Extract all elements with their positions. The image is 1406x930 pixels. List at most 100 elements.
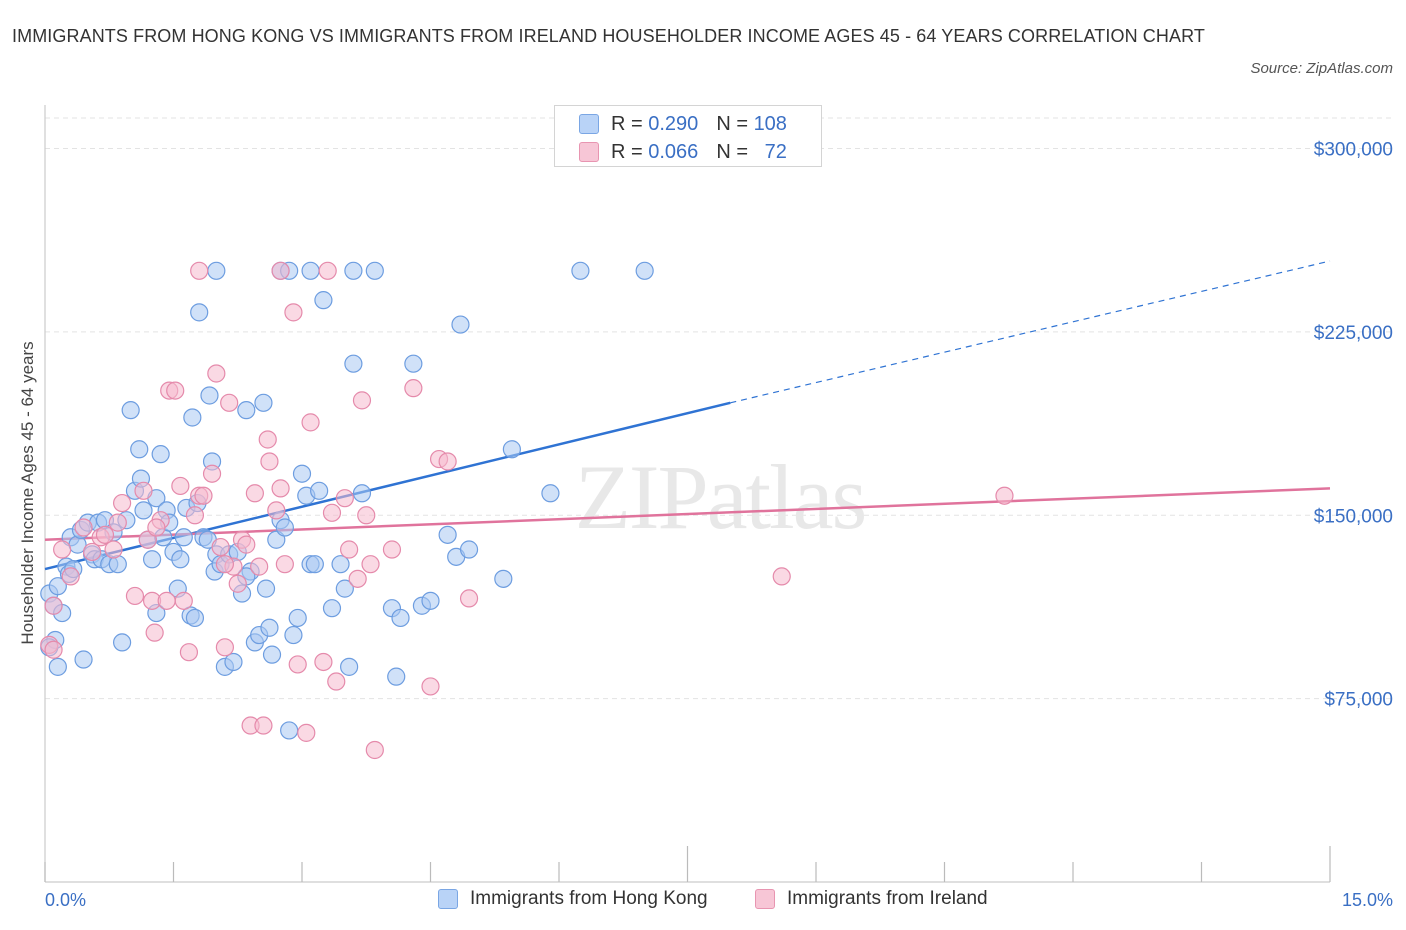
data-point-ireland [125, 586, 145, 606]
data-point-hong-kong [438, 525, 457, 544]
data-point-hong-kong [541, 484, 560, 503]
data-point-hong-kong [571, 261, 590, 280]
data-point-ireland [357, 506, 376, 525]
data-point-hong-kong [262, 645, 282, 664]
data-point-hong-kong [502, 440, 521, 459]
series-label-hong-kong: Immigrants from Hong Kong [470, 888, 708, 909]
chart-title: IMMIGRANTS FROM HONG KONG VS IMMIGRANTS … [12, 26, 1205, 46]
y-tick-label: $225,000 [1314, 323, 1393, 344]
data-point-ireland [61, 567, 80, 586]
data-point-hong-kong [331, 555, 350, 574]
legend-r-label: R = [611, 112, 643, 135]
legend-r-label: R = [611, 140, 643, 163]
data-point-hong-kong [404, 354, 423, 373]
data-point-hong-kong [310, 481, 329, 500]
series-label-ireland: Immigrants from Ireland [787, 888, 988, 909]
data-point-ireland [108, 513, 127, 532]
data-point-ireland [211, 537, 230, 557]
data-point-hong-kong [190, 303, 209, 322]
data-point-hong-kong [284, 625, 303, 645]
axes [44, 105, 1331, 883]
data-point-ireland [348, 569, 367, 588]
data-point-ireland [284, 303, 303, 322]
data-point-hong-kong [183, 408, 202, 427]
data-point-ireland [995, 486, 1014, 505]
legend-n-label: N = [716, 140, 748, 163]
watermark: ZIPatlas [575, 446, 866, 548]
data-point-ireland [134, 481, 153, 500]
x-tick-label-max: 15.0% [1341, 890, 1393, 910]
data-point-hong-kong [130, 440, 149, 459]
data-point-ireland [104, 540, 123, 559]
data-point-hong-kong [121, 401, 140, 420]
data-point-hong-kong [112, 633, 132, 652]
data-point-hong-kong [344, 354, 363, 373]
data-point-ireland [271, 479, 290, 498]
data-point-ireland [314, 652, 333, 672]
data-point-hong-kong [305, 555, 324, 574]
data-point-hong-kong [256, 579, 276, 598]
data-point-ireland [361, 555, 380, 574]
data-point-ireland [245, 484, 264, 503]
data-point-ireland [207, 364, 226, 383]
trend-line-hong-kong-extension [730, 260, 1331, 404]
data-point-hong-kong [275, 518, 294, 537]
data-point-hong-kong [48, 577, 67, 596]
data-point-hong-kong [74, 650, 93, 669]
series-swatch-pink [755, 889, 775, 909]
legend-r-value: 0.066 [648, 140, 699, 163]
data-point-hong-kong [292, 464, 312, 483]
data-point-hong-kong [344, 261, 363, 280]
stats-legend: R = 0.290 N = 108 R = 0.066 N = 72 [554, 105, 822, 167]
data-point-ireland [250, 557, 269, 576]
data-point-ireland [185, 506, 205, 525]
data-point-ireland [53, 540, 72, 559]
data-point-hong-kong [314, 291, 333, 310]
legend-n-label: N = [716, 112, 748, 135]
data-point-hong-kong [459, 540, 479, 559]
data-point-ireland [147, 518, 166, 537]
data-point-ireland [171, 476, 190, 496]
legend-row-ireland: R = 0.066 N = 72 [579, 140, 787, 164]
legend-n-value: 108 [753, 112, 787, 135]
data-point-ireland [288, 655, 307, 674]
data-point-ireland [112, 493, 132, 513]
series-ireland [40, 261, 1014, 760]
data-point-hong-kong [494, 569, 513, 588]
data-point-ireland [190, 261, 209, 280]
series-legend-ireland: Immigrants from Ireland [755, 888, 988, 910]
data-point-ireland [352, 391, 372, 410]
legend-row-hong-kong: R = 0.290 N = 108 [579, 112, 787, 136]
legend-swatch-blue [579, 114, 599, 134]
data-point-hong-kong [48, 657, 67, 676]
data-point-ireland [322, 503, 342, 522]
data-point-hong-kong [207, 261, 226, 280]
data-point-hong-kong [200, 386, 219, 405]
data-point-hong-kong [260, 618, 279, 637]
data-point-ireland [271, 261, 290, 280]
data-point-ireland [459, 589, 479, 608]
data-point-ireland [260, 452, 279, 471]
data-point-ireland [166, 381, 185, 400]
data-point-ireland [318, 261, 337, 280]
legend-swatch-pink [579, 142, 599, 162]
data-point-ireland [74, 518, 93, 537]
data-point-ireland [215, 638, 234, 657]
data-point-ireland [194, 486, 213, 505]
data-point-hong-kong [635, 261, 654, 280]
data-point-hong-kong [171, 550, 190, 569]
data-point-ireland [365, 740, 384, 760]
data-point-ireland [215, 555, 234, 574]
data-point-hong-kong [280, 721, 299, 740]
data-point-ireland [258, 430, 277, 449]
data-point-ireland [382, 540, 402, 559]
series-swatch-blue [438, 889, 458, 909]
x-tick-label-min: 0.0% [45, 890, 87, 910]
data-point-hong-kong [185, 608, 205, 628]
series-legend-hong-kong: Immigrants from Hong Kong [438, 888, 708, 910]
data-point-hong-kong [340, 657, 359, 676]
tick-labels: $75,000 $150,000 $225,000 $300,000 [1314, 140, 1393, 711]
data-point-ireland [44, 640, 63, 659]
data-point-ireland [220, 393, 239, 412]
points [40, 261, 1014, 760]
